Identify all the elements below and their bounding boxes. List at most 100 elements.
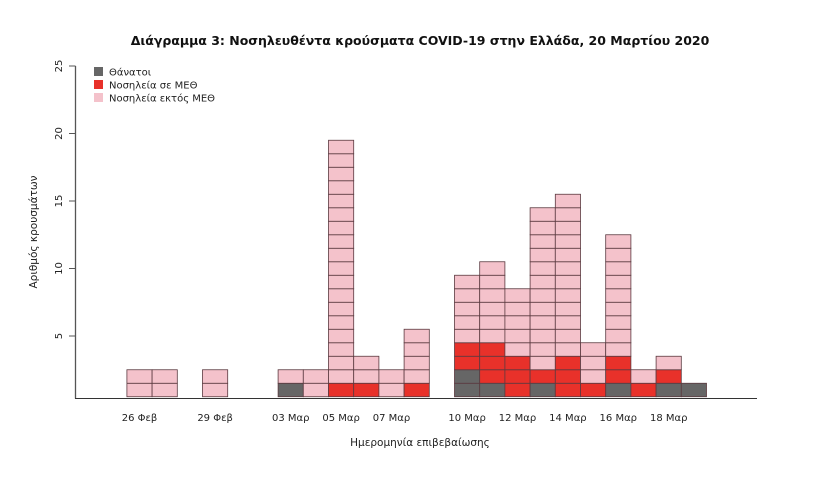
- bar-box-non-icu: [529, 342, 556, 357]
- bar-box-non-icu: [605, 288, 632, 303]
- bar-box-non-icu: [529, 355, 556, 371]
- bar-box-non-icu: [403, 342, 430, 357]
- bar-box-non-icu: [529, 261, 556, 276]
- bar-box-non-icu: [479, 261, 506, 276]
- legend-swatch: [94, 93, 103, 102]
- bar-box-non-icu: [554, 207, 581, 222]
- legend-label: Νοσηλεία εκτός ΜΕΘ: [109, 93, 215, 105]
- bar-box-non-icu: [277, 369, 304, 384]
- bar-box-non-icu: [328, 342, 355, 357]
- y-tick-label: 10: [54, 262, 65, 275]
- legend-label: Νοσηλεία σε ΜΕΘ: [109, 80, 198, 92]
- bar-box-non-icu: [328, 355, 355, 371]
- bar-box-deaths: [655, 382, 682, 398]
- bar-box-non-icu: [554, 288, 581, 303]
- bar-box-non-icu: [454, 328, 481, 344]
- bar-box-non-icu: [554, 247, 581, 263]
- bar-box-deaths: [529, 382, 556, 398]
- bar-box-non-icu: [504, 328, 531, 344]
- bar-box-non-icu: [302, 369, 329, 384]
- bar-box-non-icu: [328, 207, 355, 222]
- y-axis-title: Αριθμός κρουσμάτων: [28, 175, 40, 288]
- bar-box-non-icu: [353, 355, 380, 371]
- bar-box-non-icu: [403, 328, 430, 344]
- bar-box-icu: [554, 355, 581, 371]
- bar-box-non-icu: [328, 166, 355, 182]
- bar-box-non-icu: [151, 369, 178, 384]
- bar-box-non-icu: [328, 274, 355, 290]
- bar-box-non-icu: [378, 369, 405, 384]
- bar-box-non-icu: [529, 301, 556, 317]
- bar-box-non-icu: [630, 369, 657, 384]
- bar-box-non-icu: [479, 274, 506, 290]
- bar-box-icu: [630, 382, 657, 398]
- bar-box-non-icu: [554, 274, 581, 290]
- bar-box-non-icu: [580, 355, 607, 371]
- bar-box-icu: [605, 369, 632, 384]
- bar-box-non-icu: [529, 288, 556, 303]
- bar-box-non-icu: [554, 234, 581, 249]
- x-tick-label: 26 Φεβ: [122, 413, 158, 424]
- bar-box-icu: [554, 369, 581, 384]
- bar-box-non-icu: [403, 355, 430, 371]
- bar-box-non-icu: [554, 261, 581, 276]
- bar-box-non-icu: [554, 301, 581, 317]
- bar-box-non-icu: [378, 382, 405, 398]
- bar-box-non-icu: [655, 355, 682, 371]
- bar-box-non-icu: [504, 342, 531, 357]
- bar-box-deaths: [680, 382, 707, 398]
- bar-box-non-icu: [328, 234, 355, 249]
- bar-box-icu: [454, 342, 481, 357]
- bar-box-icu: [454, 355, 481, 371]
- bar-box-icu: [554, 382, 581, 398]
- bar-box-icu: [504, 369, 531, 384]
- bar-box-non-icu: [353, 369, 380, 384]
- y-tick-label: 25: [54, 60, 65, 73]
- x-ticks-group: 26 Φεβ 29 Φεβ 03 Μαρ 05 Μαρ 07 Μαρ 10 Μαρ 12 Μ…: [122, 413, 688, 424]
- bar-box-deaths: [454, 382, 481, 398]
- bar-box-non-icu: [454, 288, 481, 303]
- bar-box-non-icu: [554, 315, 581, 330]
- bar-box-non-icu: [328, 247, 355, 263]
- bar-box-non-icu: [454, 301, 481, 317]
- bar-box-non-icu: [202, 382, 229, 398]
- bar-box-non-icu: [151, 382, 178, 398]
- bar-box-non-icu: [605, 342, 632, 357]
- bar-box-non-icu: [454, 274, 481, 290]
- y-tick-label: 15: [54, 195, 65, 208]
- bar-box-non-icu: [605, 328, 632, 344]
- bar-box-non-icu: [504, 288, 531, 303]
- bar-box-non-icu: [403, 369, 430, 384]
- y-ticks-group: 5 10 15 20 25: [54, 60, 76, 339]
- bar-box-non-icu: [554, 342, 581, 357]
- x-tick-label: 03 Μαρ: [272, 413, 309, 424]
- bar-box-icu: [655, 369, 682, 384]
- bar-box-non-icu: [605, 301, 632, 317]
- bar-box-non-icu: [605, 315, 632, 330]
- bar-box-icu: [479, 355, 506, 371]
- bar-box-non-icu: [479, 288, 506, 303]
- legend-swatch: [94, 67, 103, 76]
- bar-box-non-icu: [580, 342, 607, 357]
- bar-box-icu: [479, 369, 506, 384]
- bar-box-non-icu: [554, 193, 581, 209]
- x-tick-label: 16 Μαρ: [600, 413, 637, 424]
- bar-box-non-icu: [529, 220, 556, 236]
- bar-box-icu: [605, 355, 632, 371]
- bar-box-non-icu: [605, 234, 632, 249]
- bar-box-non-icu: [479, 328, 506, 344]
- bar-box-non-icu: [328, 288, 355, 303]
- bar-box-non-icu: [529, 247, 556, 263]
- bar-box-non-icu: [605, 247, 632, 263]
- x-tick-label: 05 Μαρ: [322, 413, 359, 424]
- bars-group: [126, 139, 707, 398]
- bar-box-non-icu: [605, 274, 632, 290]
- bar-box-non-icu: [479, 301, 506, 317]
- bar-box-non-icu: [504, 301, 531, 317]
- bar-box-non-icu: [328, 261, 355, 276]
- bar-box-non-icu: [529, 234, 556, 249]
- x-tick-label: 29 Φεβ: [197, 413, 233, 424]
- bar-box-icu: [353, 382, 380, 398]
- bar-box-deaths: [605, 382, 632, 398]
